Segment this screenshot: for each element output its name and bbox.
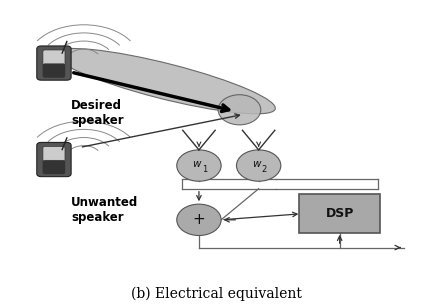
Text: +: + (193, 212, 205, 227)
FancyBboxPatch shape (43, 64, 65, 77)
Text: DSP: DSP (325, 207, 354, 220)
FancyBboxPatch shape (299, 194, 380, 233)
Text: Unwanted
speaker: Unwanted speaker (71, 196, 138, 224)
Circle shape (236, 150, 281, 181)
FancyBboxPatch shape (43, 50, 65, 65)
Circle shape (177, 150, 221, 181)
Text: w: w (193, 159, 201, 169)
Text: 2: 2 (261, 165, 267, 174)
FancyBboxPatch shape (37, 142, 71, 177)
Circle shape (177, 204, 221, 235)
FancyBboxPatch shape (43, 160, 65, 174)
Ellipse shape (218, 95, 261, 125)
Ellipse shape (54, 49, 275, 114)
FancyBboxPatch shape (43, 146, 65, 162)
Text: Desired
speaker: Desired speaker (71, 99, 124, 127)
Text: 1: 1 (202, 165, 207, 174)
Text: w: w (252, 159, 261, 169)
FancyBboxPatch shape (37, 46, 71, 80)
Text: (b) Electrical equivalent: (b) Electrical equivalent (130, 287, 302, 301)
